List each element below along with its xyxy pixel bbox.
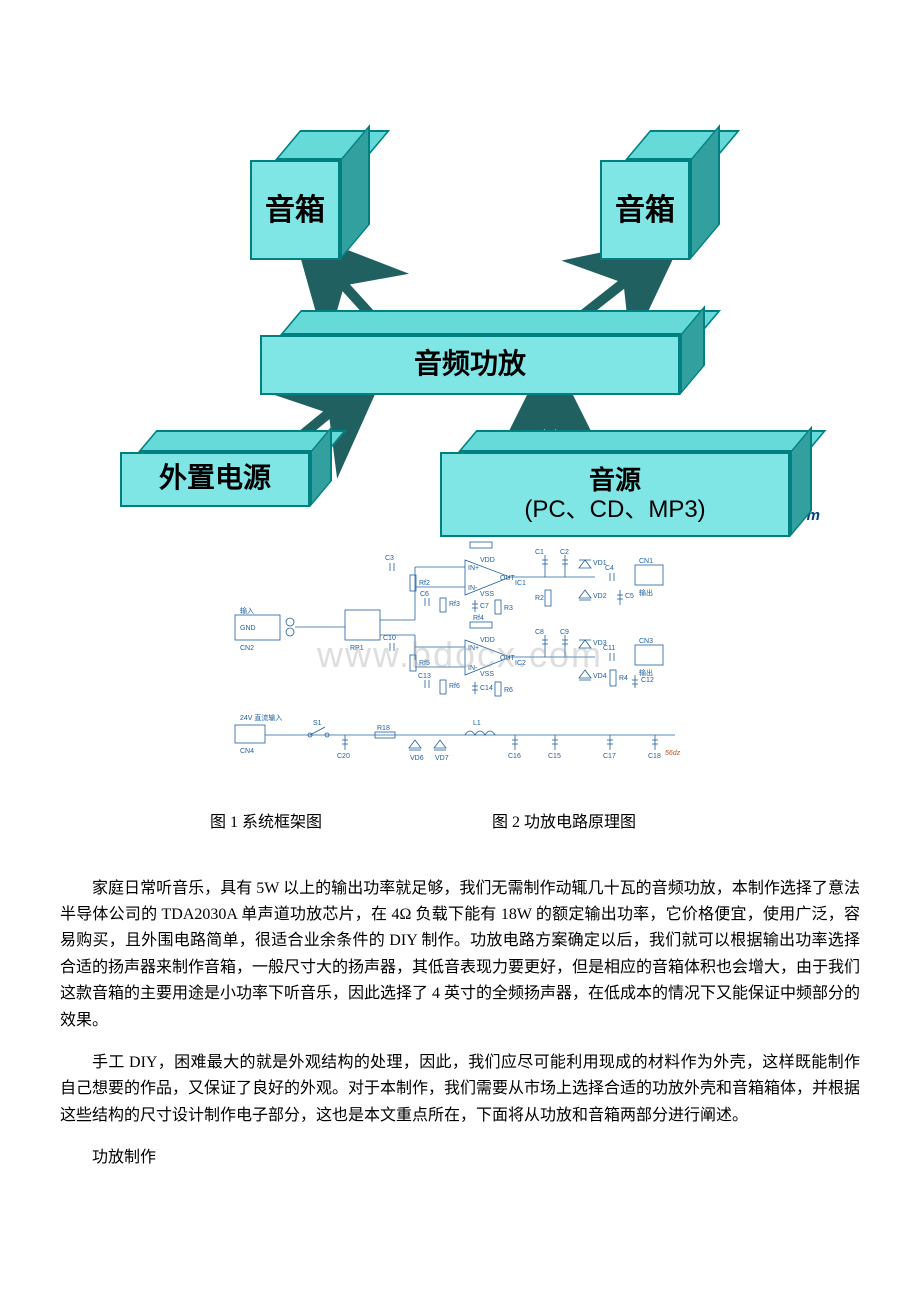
box-front: 外置电源 xyxy=(120,452,310,507)
svg-text:IN+: IN+ xyxy=(468,645,479,652)
svg-text:R4: R4 xyxy=(619,675,628,682)
svg-text:C1: C1 xyxy=(535,549,544,556)
svg-text:CN1: CN1 xyxy=(639,558,653,565)
svg-text:IC1: IC1 xyxy=(515,580,526,587)
box-front: 音箱 xyxy=(600,160,690,260)
node-label-line1: 音源 xyxy=(589,465,641,496)
svg-text:C14: C14 xyxy=(480,685,493,692)
svg-text:L1: L1 xyxy=(473,720,481,727)
svg-text:IN-: IN- xyxy=(468,665,478,672)
svg-text:C18: C18 xyxy=(648,753,661,760)
svg-text:输出: 输出 xyxy=(639,668,653,677)
box-front: 音源 (PC、CD、MP3) xyxy=(440,452,790,537)
svg-text:R2: R2 xyxy=(535,595,544,602)
box-top xyxy=(280,310,721,335)
body-text: 家庭日常听音乐，具有 5W 以上的输出功率就足够，我们无需制作动辄几十瓦的音频功… xyxy=(60,876,860,1172)
svg-text:输出: 输出 xyxy=(639,588,653,597)
caption-fig2: 图 2 功放电路原理图 xyxy=(492,810,636,836)
svg-text:Rf4: Rf4 xyxy=(473,615,484,622)
svg-text:VD4: VD4 xyxy=(593,673,607,680)
svg-text:C4: C4 xyxy=(605,565,614,572)
svg-text:C12: C12 xyxy=(641,677,654,684)
svg-text:VDD: VDD xyxy=(480,557,495,564)
node-label: 音频功放 xyxy=(414,343,526,388)
svg-text:VD2: VD2 xyxy=(593,593,607,600)
svg-text:C5: C5 xyxy=(625,593,634,600)
svg-text:Rf1: Rf1 xyxy=(473,540,484,542)
svg-text:VSS: VSS xyxy=(480,591,494,598)
svg-text:56dz: 56dz xyxy=(665,750,681,757)
svg-text:C3: C3 xyxy=(385,555,394,562)
svg-text:CN4: CN4 xyxy=(240,748,254,755)
node-label-line2: (PC、CD、MP3) xyxy=(524,496,705,525)
svg-text:C15: C15 xyxy=(548,753,561,760)
svg-text:R18: R18 xyxy=(377,725,390,732)
svg-text:OUT: OUT xyxy=(500,655,516,662)
svg-text:RP1: RP1 xyxy=(350,645,364,652)
circuit-svg: IN+ IN- VDD VSS OUT IC1 Rf1 C1 C2 VD1 C4… xyxy=(215,540,705,770)
svg-text:C2: C2 xyxy=(560,549,569,556)
svg-text:R6: R6 xyxy=(504,687,513,694)
svg-text:C13: C13 xyxy=(418,673,431,680)
svg-text:Rf5: Rf5 xyxy=(419,660,430,667)
svg-text:Rf3: Rf3 xyxy=(449,601,460,608)
svg-text:Rf6: Rf6 xyxy=(449,683,460,690)
svg-text:CN3: CN3 xyxy=(639,638,653,645)
svg-text:OUT: OUT xyxy=(500,575,516,582)
svg-text:C17: C17 xyxy=(603,753,616,760)
svg-text:VD7: VD7 xyxy=(435,755,449,762)
paragraph-1: 家庭日常听音乐，具有 5W 以上的输出功率就足够，我们无需制作动辄几十瓦的音频功… xyxy=(60,876,860,1034)
paragraph-2: 手工 DIY，困难最大的就是外观结构的处理，因此，我们应尽可能利用现成的材料作为… xyxy=(60,1050,860,1129)
svg-text:IN+: IN+ xyxy=(468,565,479,572)
svg-text:C9: C9 xyxy=(560,629,569,636)
caption-fig1: 图 1 系统框架图 xyxy=(210,810,322,836)
node-label: 音箱 xyxy=(615,194,675,227)
svg-text:IC2: IC2 xyxy=(515,660,526,667)
svg-text:C8: C8 xyxy=(535,629,544,636)
svg-text:C16: C16 xyxy=(508,753,521,760)
svg-text:CN2: CN2 xyxy=(240,645,254,652)
svg-text:C10: C10 xyxy=(383,635,396,642)
svg-text:VSS: VSS xyxy=(480,671,494,678)
box-front: 音频功放 xyxy=(260,335,680,395)
svg-text:C20: C20 xyxy=(337,753,350,760)
svg-text:IN-: IN- xyxy=(468,585,478,592)
svg-text:Rf2: Rf2 xyxy=(419,580,430,587)
svg-text:24V 直流输入: 24V 直流输入 xyxy=(240,713,282,722)
svg-text:VDD: VDD xyxy=(480,637,495,644)
node-label: 外置电源 xyxy=(159,457,271,502)
svg-text:输入: 输入 xyxy=(240,606,254,615)
section-heading: 功放制作 xyxy=(60,1145,860,1171)
circuit-schematic: IN+ IN- VDD VSS OUT IC1 Rf1 C1 C2 VD1 C4… xyxy=(215,540,705,770)
svg-text:C11: C11 xyxy=(603,645,615,652)
node-label: 音箱 xyxy=(265,194,325,227)
svg-text:R3: R3 xyxy=(504,605,513,612)
svg-text:C6: C6 xyxy=(420,591,429,598)
system-block-diagram: 音箱 音箱 音频功放 外置电源 音源 (PC、CD、MP3) 56dz.com xyxy=(100,110,820,520)
box-front: 音箱 xyxy=(250,160,340,260)
svg-text:C7: C7 xyxy=(480,603,489,610)
svg-text:VD6: VD6 xyxy=(410,755,424,762)
box-top xyxy=(458,430,826,452)
svg-text:S1: S1 xyxy=(313,720,322,727)
svg-text:GND: GND xyxy=(240,625,256,632)
figure-captions: 图 1 系统框架图 图 2 功放电路原理图 xyxy=(100,810,820,836)
